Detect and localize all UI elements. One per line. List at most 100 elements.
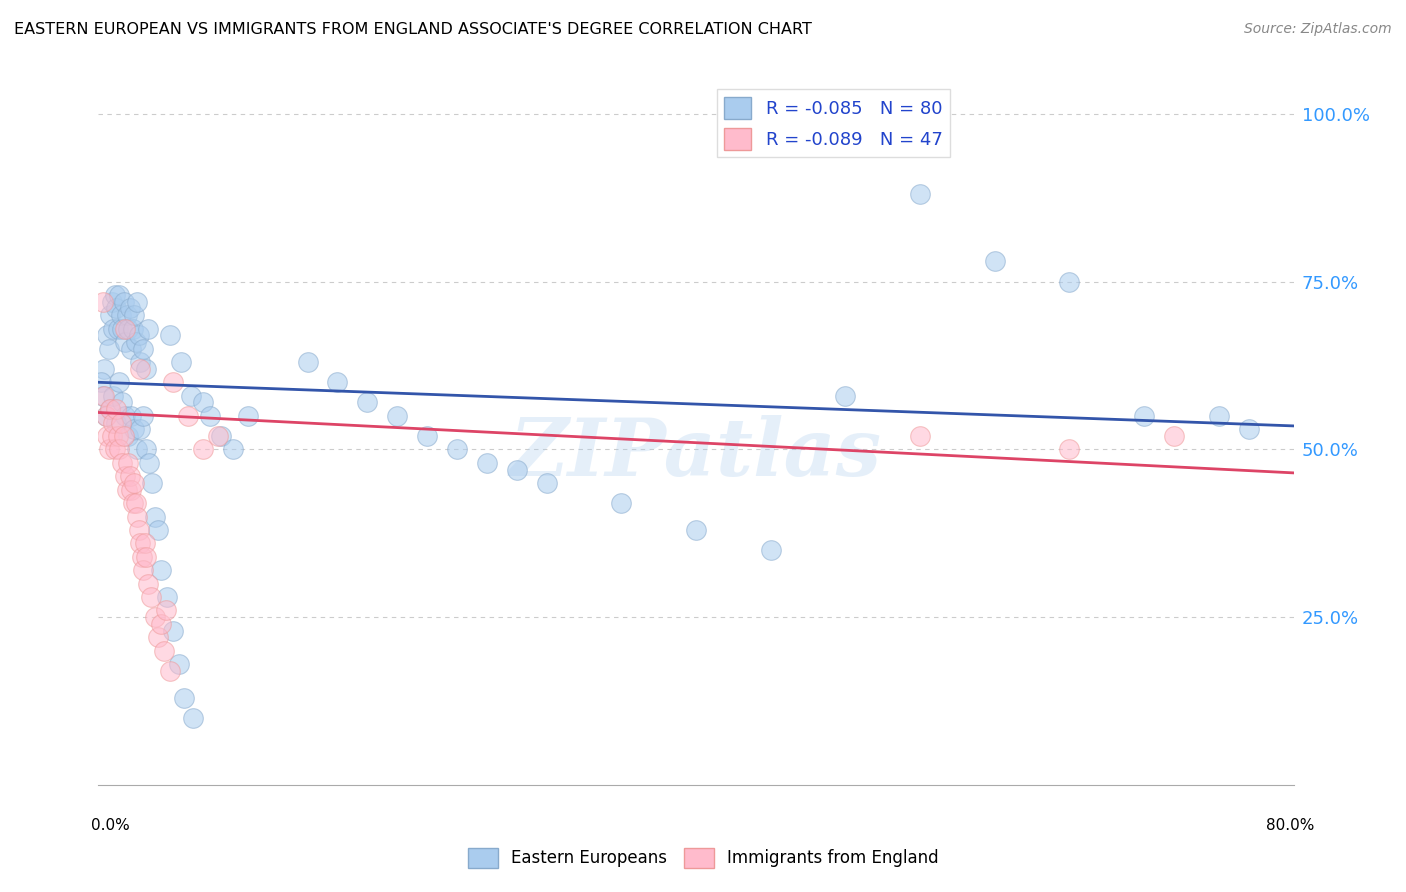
Point xyxy=(191,442,214,457)
Point xyxy=(180,389,202,403)
Point xyxy=(129,355,152,369)
Point xyxy=(131,549,153,564)
Point xyxy=(96,429,118,443)
Point xyxy=(1237,422,1260,436)
Point xyxy=(93,362,115,376)
Point xyxy=(114,334,136,349)
Point xyxy=(132,409,155,423)
Point xyxy=(173,690,195,705)
Point xyxy=(108,442,131,457)
Point xyxy=(506,462,529,476)
Point xyxy=(108,376,131,390)
Point xyxy=(129,536,152,550)
Point xyxy=(132,342,155,356)
Point xyxy=(135,549,157,564)
Point xyxy=(103,416,125,430)
Point xyxy=(110,308,132,322)
Point xyxy=(101,294,124,309)
Point xyxy=(1163,429,1185,443)
Text: Source: ZipAtlas.com: Source: ZipAtlas.com xyxy=(1244,22,1392,37)
Point xyxy=(356,395,378,409)
Point xyxy=(148,630,170,644)
Point xyxy=(111,395,134,409)
Point xyxy=(297,355,319,369)
Point xyxy=(105,301,128,316)
Point xyxy=(155,603,177,617)
Point xyxy=(120,342,142,356)
Point xyxy=(93,389,115,403)
Point xyxy=(97,442,120,457)
Point xyxy=(107,429,129,443)
Point xyxy=(105,402,128,417)
Point xyxy=(118,469,141,483)
Text: 80.0%: 80.0% xyxy=(1267,818,1315,832)
Point xyxy=(128,523,150,537)
Point xyxy=(127,294,149,309)
Point xyxy=(121,321,143,335)
Point xyxy=(108,288,131,302)
Point xyxy=(117,321,139,335)
Point xyxy=(112,294,135,309)
Point xyxy=(139,590,162,604)
Point xyxy=(98,402,122,417)
Point xyxy=(162,376,184,390)
Point xyxy=(536,475,558,490)
Point xyxy=(111,321,134,335)
Point xyxy=(1133,409,1156,423)
Point xyxy=(124,422,146,436)
Point xyxy=(159,328,181,343)
Point xyxy=(91,294,114,309)
Point xyxy=(138,456,160,470)
Point xyxy=(150,616,173,631)
Point xyxy=(107,321,129,335)
Point xyxy=(446,442,468,457)
Point xyxy=(128,328,150,343)
Point xyxy=(103,389,125,403)
Point xyxy=(1059,275,1081,289)
Point xyxy=(105,416,128,430)
Point xyxy=(908,187,931,202)
Point xyxy=(169,355,191,369)
Point xyxy=(759,543,782,558)
Point xyxy=(97,342,120,356)
Point xyxy=(143,610,166,624)
Point xyxy=(115,308,138,322)
Point xyxy=(156,590,179,604)
Point xyxy=(610,496,633,510)
Point xyxy=(1059,442,1081,457)
Point xyxy=(98,402,122,417)
Point xyxy=(132,563,155,577)
Point xyxy=(135,442,157,457)
Text: 0.0%: 0.0% xyxy=(91,818,131,832)
Point xyxy=(153,644,176,658)
Point xyxy=(1208,409,1230,423)
Point xyxy=(125,496,148,510)
Point xyxy=(136,576,159,591)
Point xyxy=(162,624,184,638)
Point xyxy=(110,416,132,430)
Point xyxy=(114,321,136,335)
Point xyxy=(181,711,204,725)
Point xyxy=(94,409,117,423)
Point xyxy=(127,442,149,457)
Point xyxy=(117,429,139,443)
Point xyxy=(117,456,139,470)
Point xyxy=(191,395,214,409)
Point xyxy=(834,389,856,403)
Point xyxy=(865,140,887,154)
Point xyxy=(96,328,118,343)
Point xyxy=(94,409,117,423)
Point xyxy=(150,563,173,577)
Point xyxy=(104,288,127,302)
Point xyxy=(111,456,134,470)
Point xyxy=(685,523,707,537)
Point xyxy=(90,376,112,390)
Point xyxy=(141,475,163,490)
Point xyxy=(98,308,122,322)
Point xyxy=(127,509,149,524)
Point xyxy=(177,409,200,423)
Point xyxy=(236,409,259,423)
Point xyxy=(416,429,439,443)
Point xyxy=(908,429,931,443)
Point xyxy=(209,429,232,443)
